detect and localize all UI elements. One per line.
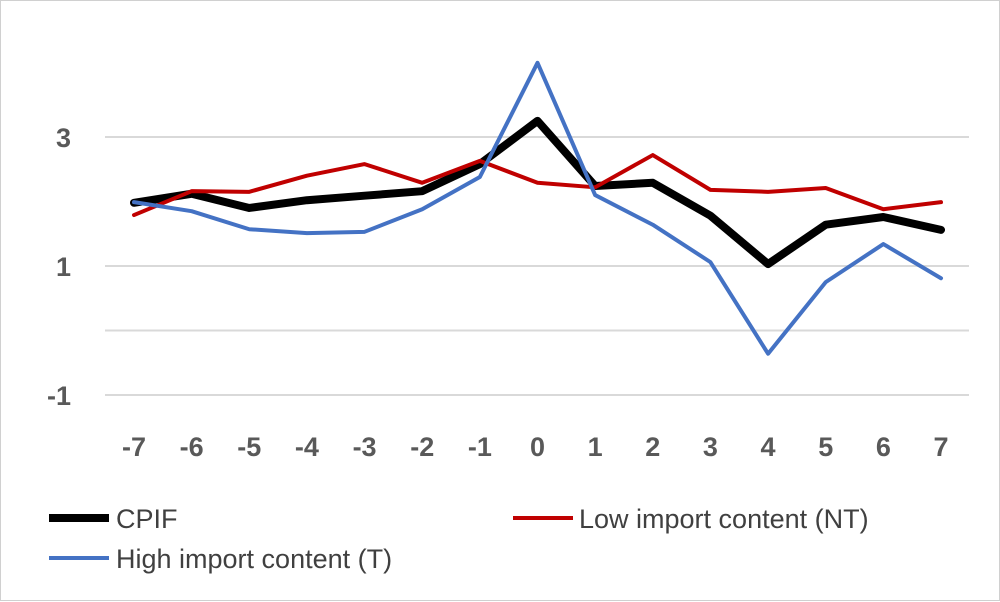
x-tick-label: 4 — [761, 432, 776, 462]
x-tick-label: 3 — [703, 432, 718, 462]
x-tick-label: -4 — [295, 432, 319, 462]
x-tick-label: -5 — [237, 432, 261, 462]
legend-label-cpif: CPIF — [116, 504, 178, 534]
x-tick-label: 7 — [933, 432, 948, 462]
x-tick-label: 6 — [876, 432, 891, 462]
x-tick-label: 5 — [818, 432, 833, 462]
y-tick-label: -1 — [47, 381, 71, 411]
x-tick-label: -7 — [122, 432, 146, 462]
legend-label-low-import: Low import content (NT) — [579, 504, 869, 534]
series-line-cpif — [134, 121, 941, 264]
x-tick-label: -3 — [353, 432, 377, 462]
y-tick-label: 1 — [56, 252, 71, 282]
y-tick-label: 3 — [56, 123, 71, 153]
x-tick-label: -1 — [468, 432, 492, 462]
x-tick-label: 1 — [588, 432, 603, 462]
x-tick-label: -2 — [410, 432, 434, 462]
x-tick-label: 2 — [645, 432, 660, 462]
x-tick-label: -6 — [180, 432, 204, 462]
legend-label-high-import: High import content (T) — [116, 544, 392, 574]
x-tick-label: 0 — [530, 432, 545, 462]
